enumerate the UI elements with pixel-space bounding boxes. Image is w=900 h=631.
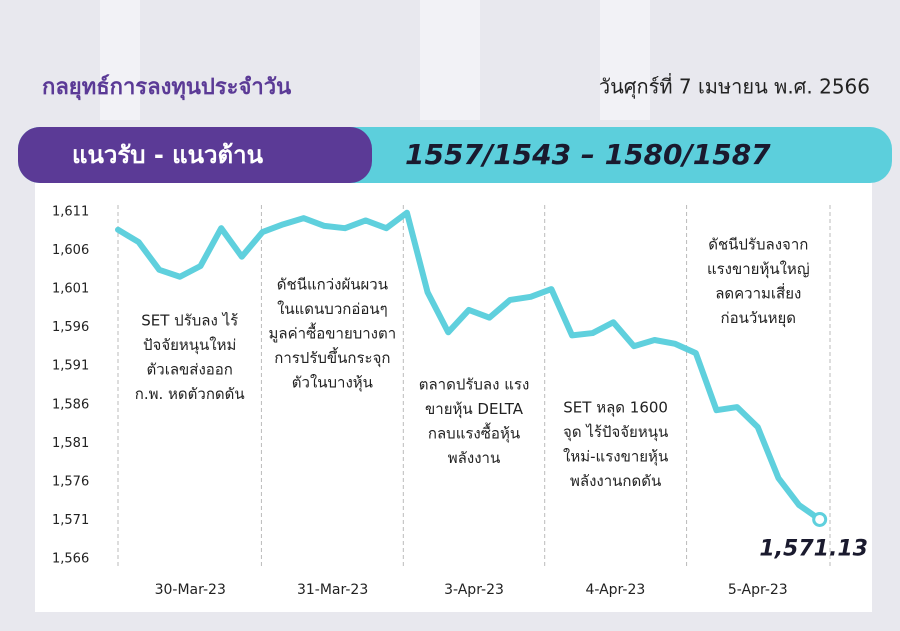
annotation: ตลาดปรับลง แรง bbox=[419, 376, 530, 394]
y-tick-label: 1,611 bbox=[52, 205, 89, 220]
y-tick-label: 1,571 bbox=[52, 513, 89, 528]
y-tick-label: 1,586 bbox=[52, 397, 89, 412]
bg-shape bbox=[420, 0, 480, 120]
x-tick-label: 4-Apr-23 bbox=[585, 582, 645, 598]
bg-shape bbox=[100, 0, 140, 120]
y-tick-label: 1,601 bbox=[52, 282, 89, 297]
annotation: ปัจจัยหนุนใหม่ bbox=[143, 336, 236, 355]
annotation: ลดความเสี่ยง bbox=[715, 283, 801, 303]
y-tick-label: 1,591 bbox=[52, 359, 89, 374]
annotation: SET หลุด 1600 bbox=[563, 399, 668, 418]
y-tick-label: 1,581 bbox=[52, 436, 89, 451]
y-tick-label: 1,596 bbox=[52, 320, 89, 335]
date: วันศุกร์ที่ 7 เมษายน พ.ศ. 2566 bbox=[599, 73, 870, 100]
y-tick-label: 1,566 bbox=[52, 552, 89, 567]
annotation: จุด ไร้ปัจจัยหนุน bbox=[563, 423, 668, 442]
annotation: พลังงาน bbox=[448, 449, 500, 467]
band-label-box bbox=[18, 127, 372, 183]
annotation: ขายหุ้น DELTA bbox=[425, 400, 524, 419]
annotation: ก.พ. หดตัวกดดัน bbox=[135, 385, 245, 403]
annotation: มูลค่าซื้อขายบางตา bbox=[269, 323, 397, 343]
annotation: ใหม่-แรงขายหุ้น bbox=[563, 448, 668, 467]
annotation: พลังงานกดดัน bbox=[570, 472, 661, 490]
line bbox=[115, 209, 823, 523]
annotation: ก่อนวันหยุด bbox=[721, 309, 796, 328]
annotation: กลบแรงซื้อหุ้น bbox=[428, 423, 520, 444]
y-tick-label: 1,606 bbox=[52, 243, 89, 258]
x-tick-label: 5-Apr-23 bbox=[728, 582, 788, 598]
end-point bbox=[812, 511, 828, 527]
x-tick-label: 31-Mar-23 bbox=[297, 582, 368, 598]
band-value: 1557/1543 – 1580/1587 bbox=[405, 138, 771, 171]
annotation: การปรับขึ้นกระจุก bbox=[274, 347, 390, 368]
value-label: 1,571.13 bbox=[759, 536, 868, 561]
x-tick-label: 30-Mar-23 bbox=[155, 582, 226, 598]
annotation: ดัชนีแกว่งผันผวน bbox=[277, 276, 388, 294]
x-tick-label: 3-Apr-23 bbox=[444, 582, 504, 598]
annotation: ดัชนีปรับลงจาก bbox=[708, 236, 808, 254]
annotation: ตัวเลขส่งออก bbox=[147, 361, 233, 379]
band-label: แนวรับ - แนวต้าน bbox=[72, 141, 264, 169]
y-tick-label: 1,576 bbox=[52, 474, 89, 489]
chart-card bbox=[35, 180, 872, 612]
annotation: ตัวในบางหุ้น bbox=[292, 374, 373, 393]
annotation: ในแดนบวกอ่อนๆ bbox=[277, 300, 388, 318]
title: กลยุทธ์การลงทุนประจำวัน bbox=[42, 74, 291, 101]
plot: 1,611 1,606 1,601 1,596 1,591 1,586 1,581 1,576… bbox=[52, 205, 868, 599]
annotation: แรงขายหุ้นใหญ่ bbox=[707, 260, 810, 279]
bg-shape bbox=[600, 0, 650, 120]
annotation: SET ปรับลง ไร้ bbox=[141, 312, 238, 330]
